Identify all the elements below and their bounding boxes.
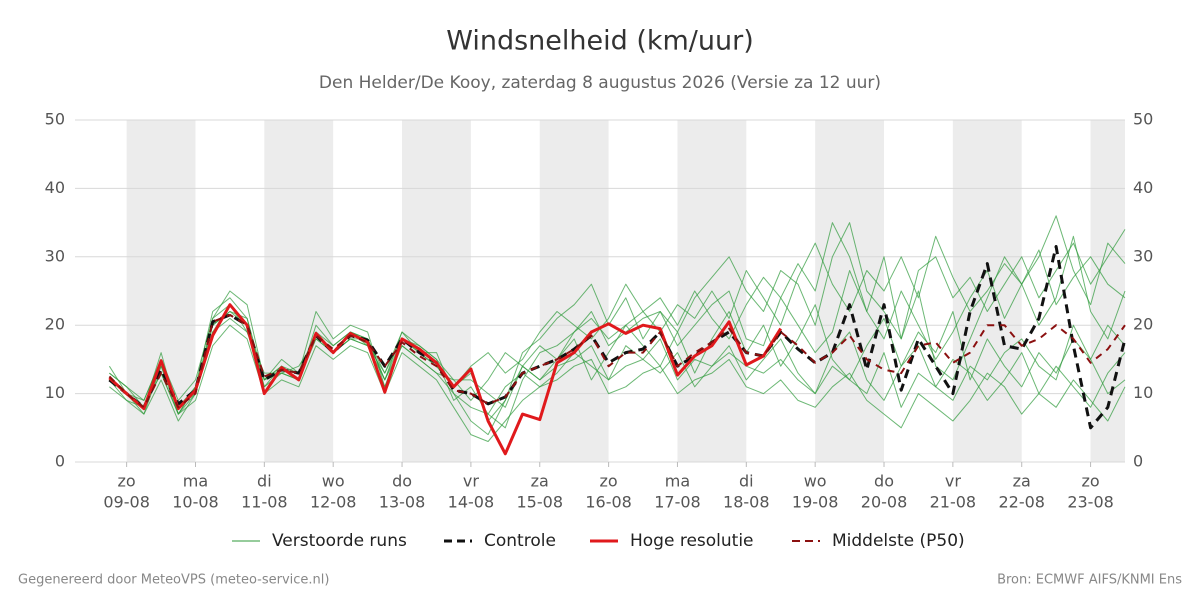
footer-right: Bron: ECMWF AIFS/KNMI Ens	[997, 573, 1182, 588]
y2-tick-label: 30	[1133, 246, 1153, 265]
x-tick-label: ma	[183, 472, 208, 491]
day-shade	[539, 120, 609, 462]
x-tick-date: 22-08	[998, 493, 1045, 512]
day-shade	[1090, 120, 1125, 462]
day-shade	[264, 120, 334, 462]
chart-subtitle: Den Helder/De Kooy, zaterdag 8 augustus …	[319, 73, 881, 93]
x-tick-label: di	[257, 472, 272, 491]
x-tick-label: ma	[665, 472, 690, 491]
x-tick-label: za	[531, 472, 549, 491]
y-tick-label: 10	[45, 383, 65, 402]
x-tick-label: zo	[1081, 472, 1099, 491]
y2-tick-label: 50	[1133, 110, 1153, 129]
x-tick-date: 17-08	[654, 493, 701, 512]
ensemble-line	[109, 215, 1126, 422]
series-line	[108, 303, 782, 456]
x-tick-date: 19-08	[792, 493, 839, 512]
legend-label: Verstoorde runs	[272, 531, 407, 551]
ensemble-line	[109, 304, 1126, 408]
ensemble-line	[109, 324, 1126, 442]
series-line	[108, 245, 1127, 430]
y-tick-label: 0	[55, 452, 65, 471]
x-tick-label: wo	[322, 472, 345, 491]
ensemble-line	[108, 222, 1126, 436]
legend-label: Hoge resolutie	[630, 531, 754, 551]
x-tick-date: 11-08	[241, 493, 288, 512]
y-tick-label: 50	[45, 110, 65, 129]
x-tick-label: di	[739, 472, 754, 491]
x-tick-date: 16-08	[585, 493, 632, 512]
y2-tick-label: 10	[1133, 383, 1153, 402]
x-tick-date: 13-08	[379, 493, 426, 512]
series-line	[108, 313, 1126, 409]
y2-tick-label: 0	[1133, 452, 1143, 471]
y2-tick-label: 20	[1133, 315, 1153, 334]
x-tick-date: 20-08	[861, 493, 908, 512]
x-tick-label: do	[392, 472, 412, 491]
x-tick-label: zo	[600, 472, 618, 491]
x-tick-date: 21-08	[930, 493, 977, 512]
x-tick-date: 09-08	[103, 493, 150, 512]
day-shade	[402, 120, 471, 462]
y-tick-label: 30	[45, 246, 65, 265]
x-tick-label: vr	[463, 472, 479, 491]
y-tick-label: 40	[45, 178, 65, 197]
x-tick-date: 14-08	[448, 493, 495, 512]
x-tick-label: za	[1013, 472, 1031, 491]
y2-tick-label: 40	[1133, 178, 1153, 197]
x-tick-date: 15-08	[517, 493, 564, 512]
x-tick-date: 10-08	[172, 493, 219, 512]
x-tick-date: 23-08	[1067, 493, 1114, 512]
x-tick-label: zo	[118, 472, 136, 491]
x-tick-label: do	[874, 472, 894, 491]
legend-label: Middelste (P50)	[832, 531, 965, 551]
x-tick-date: 18-08	[723, 493, 770, 512]
x-tick-label: vr	[945, 472, 961, 491]
y-tick-label: 20	[45, 315, 65, 334]
footer-left: Gegenereerd door MeteoVPS (meteo-service…	[18, 573, 329, 588]
legend-label: Controle	[484, 531, 556, 551]
x-tick-label: wo	[804, 472, 827, 491]
x-tick-date: 12-08	[310, 493, 357, 512]
chart-title: Windsnelheid (km/uur)	[446, 26, 754, 57]
